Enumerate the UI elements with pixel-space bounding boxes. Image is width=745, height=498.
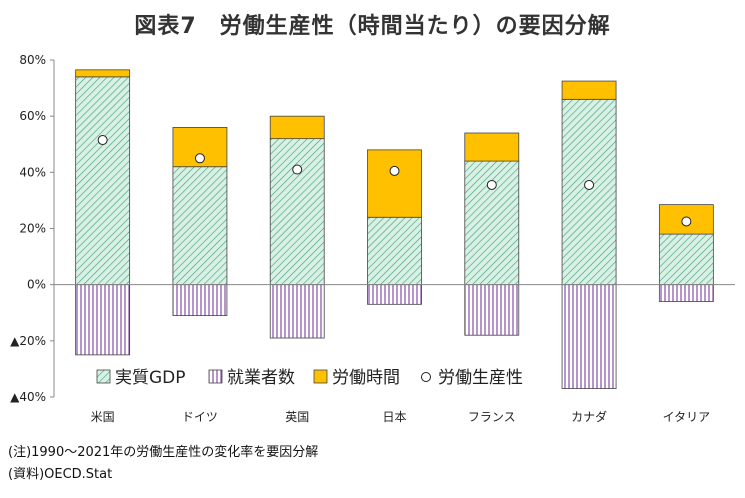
x-tick-label: フランス [468,410,516,424]
x-tick-label: 米国 [91,410,115,424]
legend-swatch-employment [208,369,223,384]
legend-label: 実質GDP [115,368,186,388]
legend-label: 就業者数 [227,368,295,388]
bar-hours [269,115,325,140]
y-tick-label: 0% [27,278,46,292]
legend: 実質GDP 就業者数 労働時間 労働生産性 [88,360,543,392]
legend-swatch-hours [313,369,328,384]
chart-plot: 80% 60% 40% 20% 0% ▲20% ▲40% 米国 ドイツ 英国 日本 フランス カナダ イ… [10,53,735,424]
bar-employment [172,284,228,316]
markers-layer [97,135,692,227]
x-tick-label: カナダ [571,409,607,424]
footnote-note: (注)1990～2021年の労働生産性の変化率を要因分解 [8,445,319,460]
bar-gdp [269,138,325,286]
bar-employment [464,284,520,336]
y-tick-label: 20% [19,222,46,236]
y-tick-label: 80% [19,53,46,67]
x-axis: 米国 ドイツ 英国 日本 フランス カナダ イタリア [54,284,735,424]
y-tick-label: 60% [19,109,46,123]
marker-productivity [389,165,400,176]
bar-employment [75,284,131,356]
x-tick-label: ドイツ [182,410,218,424]
y-tick-label: ▲40% [10,390,46,404]
legend-swatch-productivity [421,372,431,382]
marker-productivity [584,179,595,190]
bar-gdp [75,76,131,286]
bar-gdp [464,160,520,286]
bar-employment [561,284,617,389]
bar-employment [658,284,714,302]
bar-employment [269,284,325,339]
bar-gdp [561,98,617,286]
x-tick-label: 英国 [285,410,309,424]
bar-gdp [367,216,422,286]
bar-hours [75,69,131,78]
x-tick-label: 日本 [382,410,406,424]
footnote-source: (資料)OECD.Stat [8,467,113,482]
legend-label: 労働生産性 [438,368,523,388]
marker-productivity [97,135,108,146]
bar-gdp [172,166,228,286]
y-tick-label: 40% [19,165,46,179]
bars-layer [75,69,714,389]
y-axis: 80% 60% 40% 20% 0% ▲20% ▲40% [10,53,55,404]
legend-label: 労働時間 [332,368,400,388]
bar-hours [464,132,520,162]
bar-hours [561,80,617,100]
bar-hours [367,149,422,218]
bar-employment [367,284,422,305]
marker-productivity [486,179,497,190]
bar-gdp [658,233,714,286]
x-tick-label: イタリア [663,410,711,424]
marker-productivity [292,164,303,175]
y-tick-label: ▲20% [10,334,46,348]
marker-productivity [681,216,692,227]
legend-swatch-gdp [96,369,111,384]
marker-productivity [194,153,205,164]
chart-title: 図表7 労働生産性（時間当たり）の要因分解 [134,14,611,39]
